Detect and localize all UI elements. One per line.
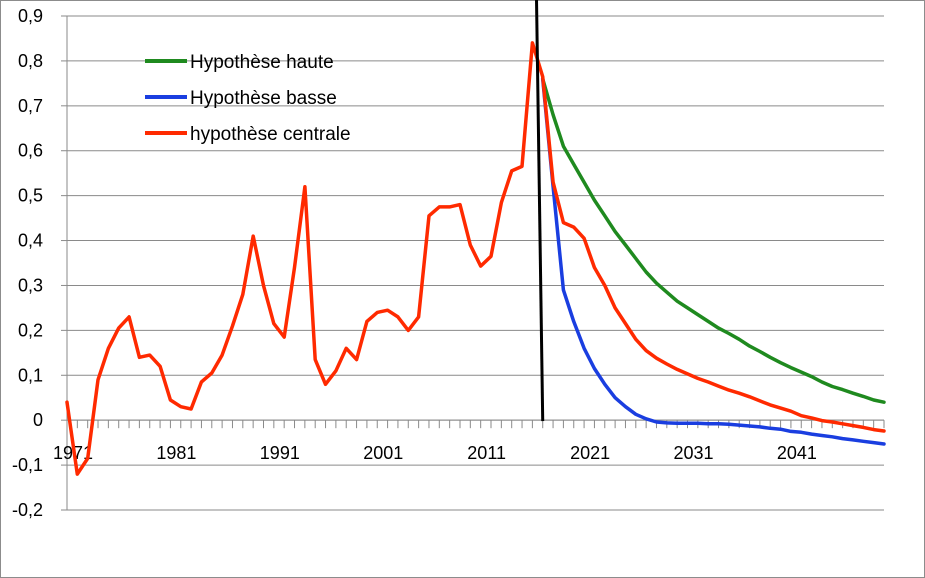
y-tick-label: -0,2 (12, 500, 43, 520)
y-tick-label: 0,2 (18, 320, 43, 340)
series-line (540, 77, 886, 446)
y-tick-label: 0,7 (18, 96, 43, 116)
x-tick-label: 1981 (156, 443, 196, 463)
vertical-marker-line (535, 0, 545, 422)
y-tick-label: 0,6 (18, 141, 43, 161)
legend-label: Hypothèse haute (190, 52, 334, 73)
y-tick-label: 0,8 (18, 51, 43, 71)
x-tick-label: 2031 (673, 443, 713, 463)
legend: Hypothèse haute Hypothèse basse hypothèse … (145, 52, 351, 145)
y-tick-label: 0,1 (18, 365, 43, 385)
x-tick-label: 2021 (570, 443, 610, 463)
y-tick-label: -0,1 (12, 455, 43, 475)
series-line (540, 77, 886, 404)
x-tick-label: 2041 (777, 443, 817, 463)
x-tick-label: 2011 (467, 443, 506, 463)
legend-label: hypothèse centrale (190, 124, 351, 145)
x-tick-label: 1991 (260, 443, 300, 463)
series-line (65, 41, 886, 476)
y-tick-label: 0,4 (18, 231, 43, 251)
y-tick-labels: -0,2 -0,1 0 0,1 0,2 0,3 0,4 0,5 0,6 0,7 0,8 0,9 (12, 6, 43, 520)
gridlines (67, 15, 884, 511)
vertical-marker (535, 0, 545, 422)
axes (61, 15, 885, 511)
y-tick-label: 0,5 (18, 186, 43, 206)
x-tick-label: 2001 (363, 443, 403, 463)
y-tick-label: 0,9 (18, 6, 43, 26)
y-tick-label: 0 (33, 410, 43, 430)
x-tick-labels: 1971 1981 1991 2001 2011 2021 2031 2041 (53, 443, 817, 463)
series-lines (65, 41, 886, 476)
legend-label: Hypothèse basse (190, 88, 337, 109)
y-tick-label: 0,3 (18, 275, 43, 295)
